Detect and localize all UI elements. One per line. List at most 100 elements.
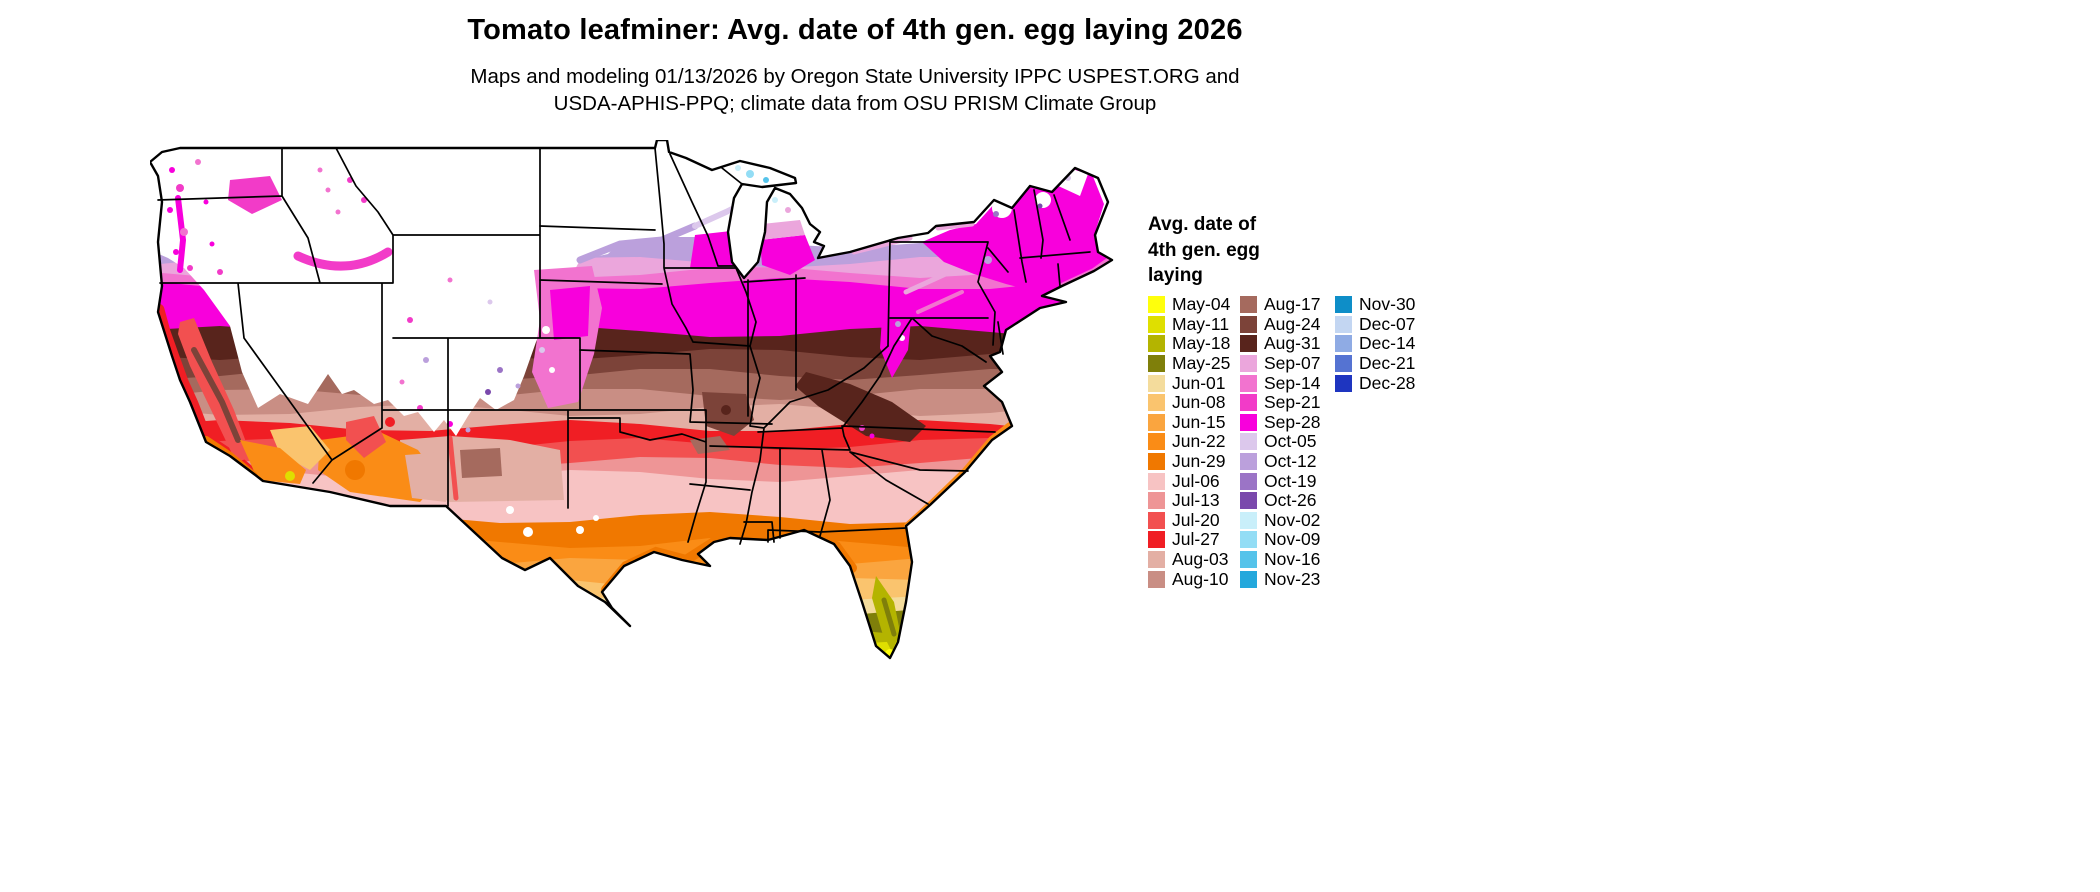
legend-entry: Jul-06 <box>1148 471 1240 491</box>
map-speckle <box>895 321 901 327</box>
legend-entry: Nov-30 <box>1335 294 1425 315</box>
map-speckle <box>407 317 413 323</box>
rio-grande-strip <box>447 435 459 501</box>
legend-swatch <box>1148 511 1165 529</box>
legend-entry: Sep-28 <box>1240 412 1335 432</box>
michigan-magenta <box>760 235 815 275</box>
state-borders-south <box>689 375 996 543</box>
legend-entry: Dec-28 <box>1335 373 1425 393</box>
map-speckle <box>203 199 209 205</box>
michigan-pink-fringe <box>760 220 805 240</box>
legend-entry: Sep-14 <box>1240 373 1335 393</box>
date-band-May-18 <box>150 624 1112 658</box>
map-speckle <box>539 347 545 353</box>
legend-entry: Aug-03 <box>1148 548 1240 570</box>
legend-label: Nov-30 <box>1359 294 1416 315</box>
legend-label: Sep-21 <box>1264 392 1321 413</box>
legend-entry: Jun-22 <box>1148 431 1240 452</box>
subtitle-line-1: Maps and modeling 01/13/2026 by Oregon S… <box>470 65 1240 88</box>
legend-swatch <box>1240 335 1257 353</box>
legend-entry: Aug-24 <box>1240 314 1335 335</box>
legend-label: Nov-23 <box>1264 568 1321 589</box>
legend-entry: Jul-20 <box>1148 510 1240 530</box>
legend-label: Sep-07 <box>1264 353 1321 373</box>
legend-swatch <box>1148 452 1165 470</box>
legend-label: Jul-20 <box>1172 509 1220 530</box>
map-speckle <box>167 207 173 213</box>
legend-column-3: Nov-30 Dec-07 Dec-14 Dec-21 Dec-28 <box>1335 294 1425 393</box>
nm-brown-patch <box>460 448 502 478</box>
phoenix-deep-orange <box>345 460 365 480</box>
legend-swatch <box>1148 296 1165 314</box>
legend-entry: Dec-07 <box>1335 314 1425 335</box>
legend-swatch <box>1148 374 1165 392</box>
legend-entry: Aug-31 <box>1240 333 1335 354</box>
legend-swatch <box>1148 570 1165 588</box>
legend-entry: Oct-05 <box>1240 431 1335 452</box>
legend-label: Dec-14 <box>1359 333 1416 354</box>
legend-swatch <box>1335 315 1352 333</box>
map-speckle <box>317 167 323 173</box>
map-speckle <box>785 207 791 213</box>
map-speckle <box>487 299 493 305</box>
legend: Avg. date of 4th gen. egg laying May-04 M… <box>1148 212 1458 589</box>
legend-label: Sep-28 <box>1264 411 1321 432</box>
legend-label: Jul-06 <box>1172 470 1220 491</box>
legend-label: Oct-12 <box>1264 450 1317 471</box>
legend-label: Jul-27 <box>1172 529 1220 550</box>
map-speckle <box>335 209 341 215</box>
az-dusty-se <box>405 452 446 502</box>
front-range-white-dot <box>542 326 550 334</box>
legend-entry: May-18 <box>1148 333 1240 354</box>
legend-swatch <box>1335 296 1352 314</box>
legend-label: Jun-08 <box>1172 392 1226 413</box>
legend-label: Dec-21 <box>1359 353 1416 373</box>
legend-entry: Aug-17 <box>1240 294 1335 315</box>
legend-swatch <box>1240 413 1257 431</box>
header: Tomato leafminer: Avg. date of 4th gen. … <box>0 14 1710 117</box>
front-range-white-dot <box>549 367 555 373</box>
map-speckle <box>515 383 521 389</box>
map-speckle <box>447 277 453 283</box>
date-band-Jun-22 <box>150 536 1112 657</box>
mn-purple-fringe <box>576 222 699 264</box>
legend-swatch <box>1240 531 1257 549</box>
us-outline <box>150 140 1114 660</box>
date-band-May-25 <box>150 609 1112 658</box>
map-speckle <box>180 228 188 236</box>
legend-columns: May-04 May-11 May-18 May-25 Jun-01 Jun-08 Jun-… <box>1148 294 1458 589</box>
map-speckle <box>497 367 503 373</box>
tx-white-dot <box>576 526 584 534</box>
legend-title-line-3: laying <box>1148 265 1203 287</box>
legend-swatch <box>1240 550 1257 568</box>
map-speckle <box>1037 203 1043 209</box>
map-title: Tomato leafminer: Avg. date of 4th gen. … <box>467 14 1243 46</box>
legend-swatch <box>1148 492 1165 510</box>
valley-brown-streak <box>191 347 241 443</box>
legend-swatch <box>1148 472 1165 490</box>
legend-label: Jun-15 <box>1172 411 1226 432</box>
legend-entry: Jun-08 <box>1148 392 1240 413</box>
legend-label: Jun-22 <box>1172 431 1226 452</box>
legend-entry: Nov-16 <box>1240 549 1335 570</box>
legend-title-line-2: 4th gen. egg <box>1148 239 1260 261</box>
legend-swatch <box>1240 315 1257 333</box>
legend-entry: Oct-19 <box>1240 471 1335 491</box>
legend-label: Aug-03 <box>1172 548 1229 569</box>
legend-swatch <box>1240 296 1257 314</box>
legend-label: Dec-28 <box>1359 372 1416 393</box>
legend-entry: May-11 <box>1148 313 1240 335</box>
legend-label: May-11 <box>1172 313 1230 334</box>
legend-label: Nov-02 <box>1264 509 1321 530</box>
legend-entry: Aug-10 <box>1148 569 1240 589</box>
willamette-strip <box>175 195 187 273</box>
map-speckle <box>993 211 999 217</box>
ozark-core <box>721 405 731 415</box>
legend-entry: Nov-02 <box>1240 510 1335 530</box>
legend-entry: Oct-12 <box>1240 450 1335 472</box>
map-speckle <box>399 379 405 385</box>
date-band-May-11 <box>150 640 1112 658</box>
map-speckle <box>423 357 429 363</box>
legend-entry: Oct-26 <box>1240 490 1335 511</box>
